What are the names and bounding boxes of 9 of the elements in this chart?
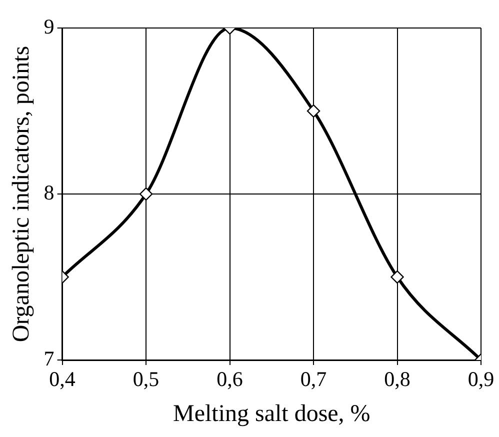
x-tick-label: 0,8 [384,367,410,392]
x-tick-label: 0,6 [216,367,243,392]
y-axis-title: Organoleptic indicators, points [8,46,35,342]
x-tick-label: 0,9 [468,367,494,392]
x-axis-title: Melting salt dose, % [172,400,370,427]
y-tick-label: 8 [44,180,54,205]
x-tick-label: 0,7 [300,367,327,392]
y-tick-label: 9 [44,14,54,39]
x-tick-label: 0,5 [132,367,160,392]
